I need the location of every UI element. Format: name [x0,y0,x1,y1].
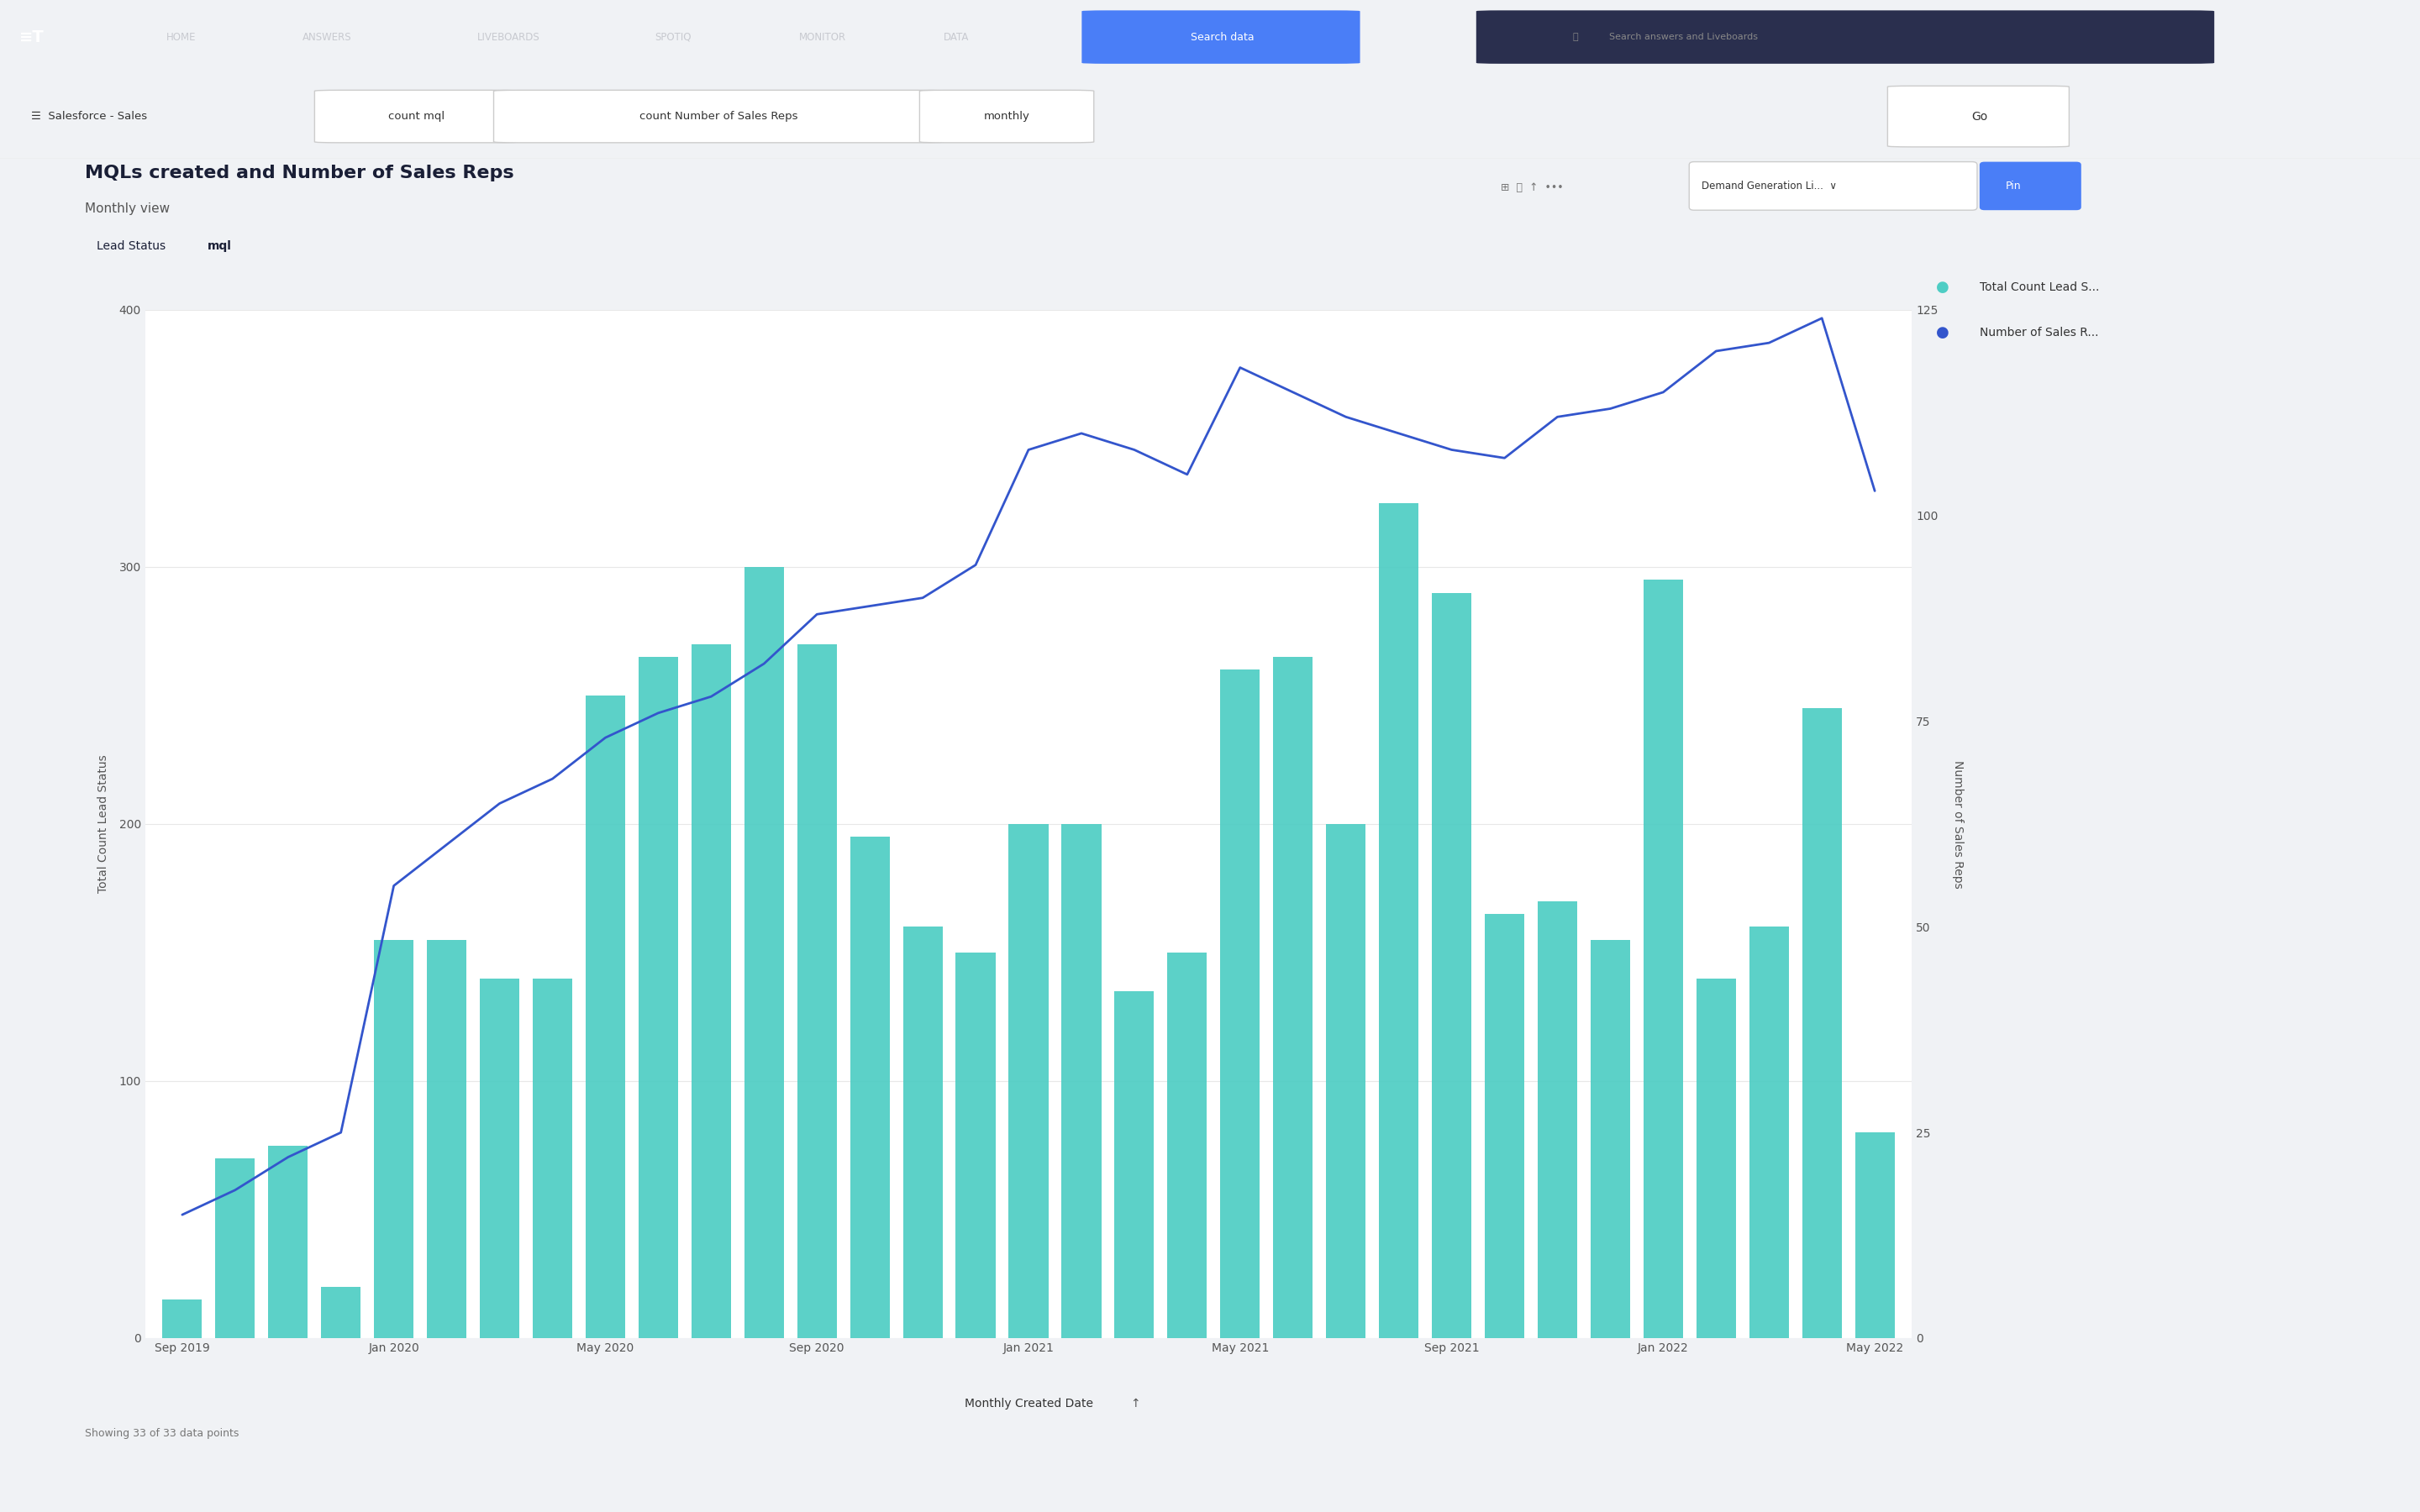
Text: LIVEBOARDS: LIVEBOARDS [477,32,540,42]
Bar [692,644,731,1338]
Text: ≡T: ≡T [19,29,44,45]
Bar [796,644,837,1338]
Text: ●: ● [1936,280,1948,295]
FancyBboxPatch shape [1888,86,2069,147]
Bar [1696,978,1735,1338]
FancyBboxPatch shape [920,91,1094,142]
Text: Showing 33 of 33 data points: Showing 33 of 33 data points [85,1427,240,1439]
Bar [1116,992,1154,1338]
Bar [849,838,891,1338]
Text: Total Count Lead S...: Total Count Lead S... [1980,281,2098,293]
Bar [1166,953,1208,1338]
Bar [1590,940,1631,1338]
Bar [1856,1132,1895,1338]
Text: 🔍: 🔍 [1573,33,1578,41]
Text: ●: ● [1936,325,1948,340]
Text: Pin: Pin [2006,180,2021,192]
Bar [956,953,995,1338]
Bar [215,1158,254,1338]
Bar [1643,579,1682,1338]
FancyBboxPatch shape [1082,11,1360,64]
Bar [426,940,467,1338]
Text: mql: mql [208,240,232,253]
Bar [1062,824,1101,1338]
Text: ↑: ↑ [1130,1397,1140,1409]
Text: ANSWERS: ANSWERS [302,32,351,42]
Bar [1537,901,1578,1338]
Text: Lead Status: Lead Status [97,240,169,253]
Bar [1433,593,1471,1338]
FancyBboxPatch shape [1476,11,2214,64]
Text: MQLs created and Number of Sales Reps: MQLs created and Number of Sales Reps [85,165,513,181]
Bar [1486,913,1525,1338]
Bar [375,940,414,1338]
Text: monthly: monthly [983,110,1031,122]
Bar [269,1146,307,1338]
Text: Demand Generation Li...  ∨: Demand Generation Li... ∨ [1701,180,1837,192]
Y-axis label: Total Count Lead Status: Total Count Lead Status [97,754,109,894]
Text: MONITOR: MONITOR [799,32,847,42]
Bar [1220,670,1261,1338]
Text: SPOTIQ: SPOTIQ [653,32,692,42]
Bar [1009,824,1048,1338]
Text: ⊞  📊  ↑  •••: ⊞ 📊 ↑ ••• [1500,181,1563,194]
Text: count mql: count mql [387,110,445,122]
Bar [479,978,520,1338]
Bar [1750,927,1788,1338]
Bar [1326,824,1365,1338]
Text: Search data: Search data [1191,32,1254,42]
Bar [639,656,678,1338]
Text: ☰  Salesforce - Sales: ☰ Salesforce - Sales [31,110,148,122]
Bar [1803,708,1842,1338]
Bar [745,567,784,1338]
Text: Go: Go [1972,110,1987,122]
Bar [1379,502,1418,1338]
Text: Monthly Created Date: Monthly Created Date [963,1397,1094,1409]
Y-axis label: Number of Sales Reps: Number of Sales Reps [1953,761,1963,888]
Text: HOME: HOME [167,32,196,42]
Bar [162,1299,201,1338]
Text: DATA: DATA [944,32,968,42]
FancyBboxPatch shape [315,91,518,142]
Bar [586,696,624,1338]
Text: Monthly view: Monthly view [85,203,169,215]
Bar [322,1287,361,1338]
Bar [1273,656,1312,1338]
Text: Search answers and Liveboards: Search answers and Liveboards [1609,33,1757,41]
Bar [532,978,571,1338]
FancyBboxPatch shape [494,91,944,142]
Text: count Number of Sales Reps: count Number of Sales Reps [639,110,799,122]
Text: Number of Sales R...: Number of Sales R... [1980,327,2098,339]
Bar [903,927,941,1338]
